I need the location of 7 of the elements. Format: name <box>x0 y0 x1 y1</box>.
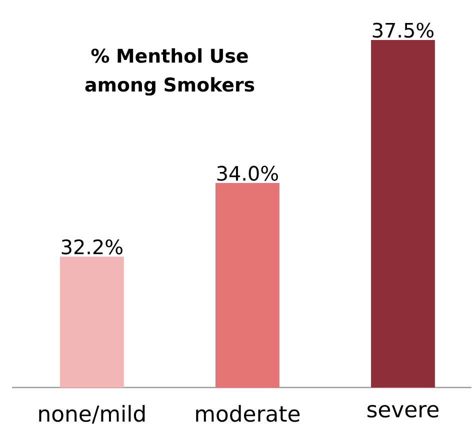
x-tick-label: none/mild <box>39 404 145 424</box>
data-label: 32.2% <box>62 239 122 254</box>
x-tick-label: severe <box>368 404 438 418</box>
text: % Menthol Use among Smokers <box>85 48 254 96</box>
data-label: 37.5% <box>372 22 434 38</box>
x-tick-label: moderate <box>196 404 300 422</box>
data-label: 34.0% <box>217 166 278 181</box>
